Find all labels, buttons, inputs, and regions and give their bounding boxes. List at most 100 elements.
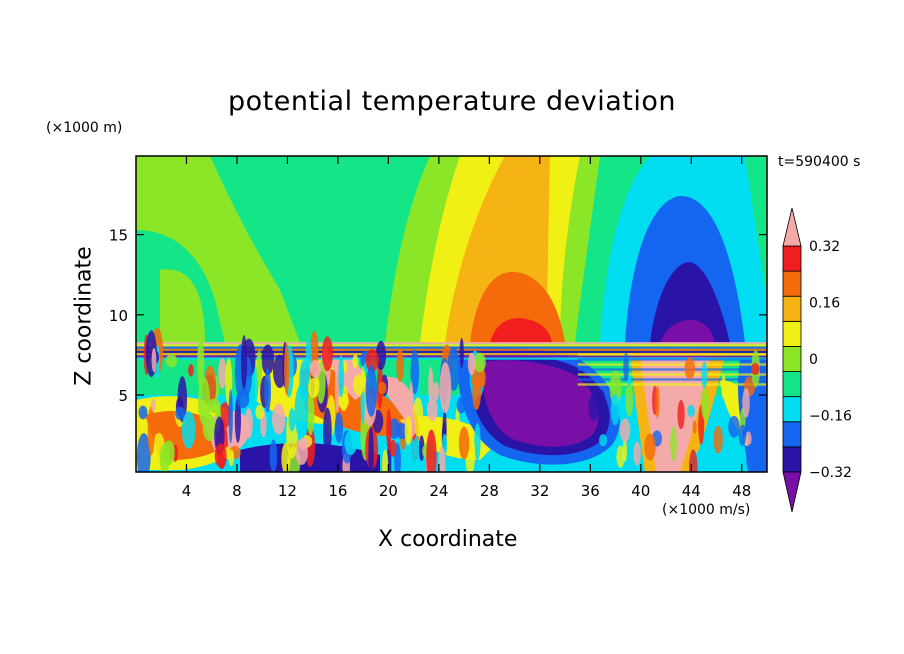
x-axis-label: X coordinate <box>378 527 518 552</box>
colorbar-segment <box>782 371 802 398</box>
colorbar-segment <box>782 421 802 448</box>
colorbar-segment <box>782 295 802 322</box>
turbulence-speckle <box>297 437 309 450</box>
turbulence-speckle <box>432 382 440 401</box>
turbulence-speckle <box>365 349 379 373</box>
interface-stripe <box>136 346 767 349</box>
turbulence-speckle <box>389 439 397 457</box>
turbulence-speckle-right <box>596 389 606 414</box>
colorbar-tick-label: −0.16 <box>809 409 852 425</box>
wave-band <box>577 363 767 366</box>
turbulence-speckle <box>309 359 322 378</box>
y-axis-ticks: 5 10 15 <box>109 227 767 405</box>
turbulence-speckle <box>284 342 290 396</box>
turbulence-speckle-right <box>692 420 697 434</box>
turbulence-speckle <box>240 335 248 390</box>
x-tick-label: 8 <box>232 482 242 500</box>
turbulence-speckle <box>150 399 156 412</box>
turbulence-speckle-right <box>750 362 760 376</box>
turbulence-speckle <box>378 381 387 395</box>
turbulence-speckle-right <box>713 425 723 454</box>
turbulence-speckle <box>255 404 265 420</box>
turbulence-speckle <box>175 406 186 420</box>
colorbar-segment <box>782 346 802 372</box>
turbulence-speckle-right <box>721 374 726 400</box>
turbulence-speckle-right <box>738 424 747 446</box>
right-edge-band <box>745 156 767 300</box>
x-tick-label: 20 <box>379 482 398 500</box>
turbulence-speckle-right <box>701 388 710 421</box>
turbulence-speckle <box>473 352 486 373</box>
turbulence-speckle <box>281 442 291 472</box>
colorbar: 0.32 0.16 0 −0.16 −0.32 <box>782 207 852 513</box>
x-tick-label: 4 <box>182 482 192 500</box>
turbulence-speckle-right <box>616 445 625 468</box>
turbulence-speckle <box>264 368 271 413</box>
turbulence-speckle <box>202 413 216 442</box>
turbulence-speckle <box>338 355 345 398</box>
turbulence-speckle <box>472 376 481 411</box>
y-tick-label: 10 <box>109 307 128 325</box>
turbulence-speckle <box>409 380 414 430</box>
turbulence-speckle <box>147 406 155 456</box>
turbulence-speckle <box>458 426 470 460</box>
interface-stripe <box>136 342 767 345</box>
x-tick-label: 40 <box>631 482 650 500</box>
turbulence-speckle <box>360 386 365 424</box>
wave-band <box>577 353 767 356</box>
turbulence-speckle-right <box>649 414 658 428</box>
turbulence-speckle <box>228 389 233 444</box>
turbulence-speckle <box>474 423 481 461</box>
x-tick-label: 48 <box>732 482 751 500</box>
turbulence-speckle <box>244 407 253 439</box>
wave-band <box>577 373 767 376</box>
turbulence-speckle-right <box>701 361 708 389</box>
turbulence-speckle <box>456 396 467 414</box>
x-tick-label: 12 <box>278 482 297 500</box>
upper-left-patch <box>160 269 205 343</box>
x-axis-ticks: 4 8 12 16 20 24 28 32 36 40 44 48 <box>182 156 751 500</box>
x-tick-label: 24 <box>429 482 448 500</box>
cold-plume-dark <box>650 262 730 343</box>
colorbar-extend-bottom <box>782 471 802 513</box>
turbulence-speckle <box>294 384 309 439</box>
turbulence-speckle <box>234 395 242 443</box>
turbulence-speckle <box>428 366 434 405</box>
turbulence-speckle <box>136 432 151 472</box>
turbulence-speckle <box>323 407 332 456</box>
turbulence-speckle-right <box>688 449 698 472</box>
turbulence-speckle <box>406 437 417 469</box>
x-tick-label: 36 <box>581 482 600 500</box>
turbulence-speckle <box>151 347 157 373</box>
turbulence-speckle <box>261 344 275 375</box>
turbulence-speckle-right <box>655 385 660 419</box>
turbulence-speckle <box>321 336 333 372</box>
turbulence-speckle-right <box>745 431 752 447</box>
x-tick-label: 16 <box>328 482 347 500</box>
cold-plume-core <box>660 320 715 343</box>
turbulence-speckle <box>138 405 148 420</box>
y-tick-label: 15 <box>109 227 128 245</box>
turbulence-speckle-right <box>644 433 656 461</box>
turbulence-speckle <box>188 364 194 377</box>
turbulence-speckle-right <box>633 441 641 466</box>
turbulence-speckle-right <box>742 387 750 418</box>
turbulence-speckle <box>365 365 378 417</box>
turbulence-speckle <box>198 377 211 426</box>
turbulence-speckle-right <box>625 384 634 417</box>
y-axis-unit: (×1000 m) <box>46 120 123 136</box>
turbulence-speckle <box>269 439 278 472</box>
turbulence-speckle <box>272 403 286 435</box>
turbulence-speckle <box>382 449 389 472</box>
turbulence-speckle-right <box>610 393 620 426</box>
wave-band <box>577 378 767 381</box>
turbulence-speckle-right <box>677 399 685 430</box>
colorbar-segment <box>782 446 802 473</box>
turbulence-speckle <box>396 348 405 383</box>
turbulence-speckle-right <box>684 357 696 380</box>
colorbar-tick-label: 0.16 <box>809 296 840 312</box>
wave-band <box>577 383 767 386</box>
turbulence-speckle <box>396 422 408 440</box>
